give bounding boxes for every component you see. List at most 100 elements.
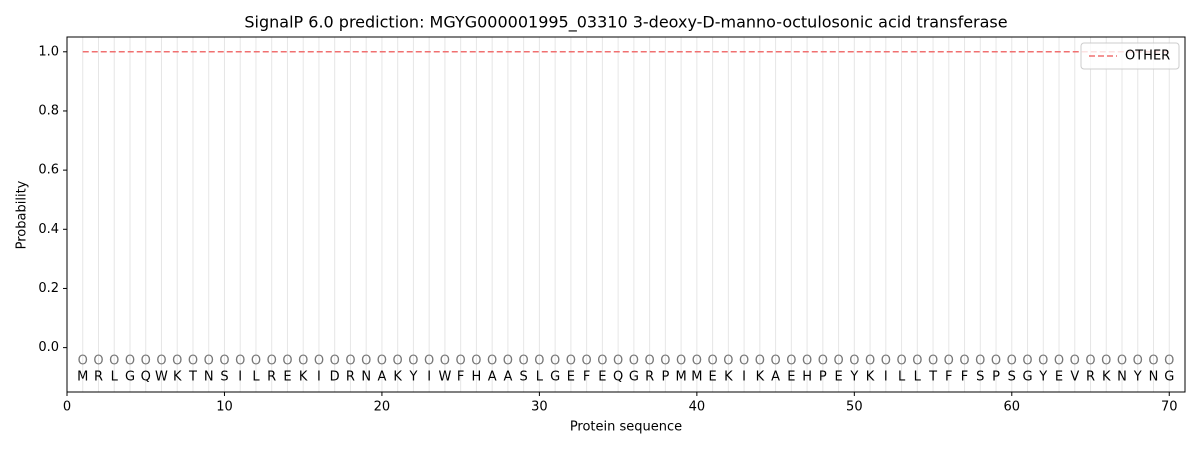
residue-label-o: O bbox=[440, 354, 450, 369]
residue-letter: R bbox=[1086, 370, 1095, 385]
residue-letter: Y bbox=[1038, 370, 1047, 385]
residue-letter: E bbox=[598, 370, 606, 385]
residue-label-o: O bbox=[156, 354, 166, 369]
residue-letter: K bbox=[1102, 370, 1111, 385]
residue-label-o: O bbox=[125, 354, 135, 369]
residue-letter: G bbox=[125, 370, 135, 385]
residue-letter: A bbox=[503, 370, 512, 385]
residue-letter: K bbox=[393, 370, 402, 385]
residue-label-o: O bbox=[109, 354, 119, 369]
y-tick-label: 1.0 bbox=[38, 44, 59, 59]
residue-label-o: O bbox=[755, 354, 765, 369]
residue-label-o: O bbox=[78, 354, 88, 369]
residue-letter: N bbox=[204, 370, 214, 385]
residue-label-o: O bbox=[629, 354, 639, 369]
residue-letter: K bbox=[724, 370, 733, 385]
residue-letter: S bbox=[976, 370, 984, 385]
x-tick-label: 20 bbox=[374, 400, 391, 415]
residue-label-o: O bbox=[912, 354, 922, 369]
residue-label-o: O bbox=[896, 354, 906, 369]
residue-letter: F bbox=[583, 370, 590, 385]
residue-label-o: O bbox=[739, 354, 749, 369]
residue-label-o: O bbox=[613, 354, 623, 369]
residue-letter: G bbox=[629, 370, 639, 385]
residue-label-o: O bbox=[393, 354, 403, 369]
residue-letter: L bbox=[898, 370, 906, 385]
residue-letter: E bbox=[283, 370, 291, 385]
residue-letter: G bbox=[1164, 370, 1174, 385]
residue-label-o: O bbox=[298, 354, 308, 369]
residue-label-o: O bbox=[314, 354, 324, 369]
residue-letter: E bbox=[1055, 370, 1063, 385]
residue-letter: F bbox=[457, 370, 464, 385]
residue-letter: I bbox=[742, 370, 746, 385]
residue-letter: R bbox=[94, 370, 103, 385]
residue-letter: S bbox=[1008, 370, 1016, 385]
residue-letter: A bbox=[488, 370, 497, 385]
residue-label-o: O bbox=[204, 354, 214, 369]
residue-label-o: O bbox=[802, 354, 812, 369]
residue-label-o: O bbox=[1085, 354, 1095, 369]
legend-label: OTHER bbox=[1125, 49, 1170, 64]
residue-letter: H bbox=[472, 370, 482, 385]
residue-letter: S bbox=[520, 370, 528, 385]
residue-label-o: O bbox=[818, 354, 828, 369]
y-tick-label: 0.2 bbox=[38, 281, 59, 296]
residue-letter: G bbox=[1022, 370, 1032, 385]
residue-label-o: O bbox=[1070, 354, 1080, 369]
residue-letter: L bbox=[252, 370, 260, 385]
residue-letter: P bbox=[992, 370, 1000, 385]
residue-letter: G bbox=[550, 370, 560, 385]
residue-letter: T bbox=[188, 370, 197, 385]
residue-letter: K bbox=[299, 370, 308, 385]
residue-label-o: O bbox=[786, 354, 796, 369]
residue-letter: F bbox=[945, 370, 952, 385]
x-axis-label: Protein sequence bbox=[570, 420, 682, 435]
residue-letter: R bbox=[267, 370, 276, 385]
residue-label-o: O bbox=[975, 354, 985, 369]
residue-letter: M bbox=[77, 370, 88, 385]
residue-label-o: O bbox=[928, 354, 938, 369]
residue-letter: Y bbox=[1133, 370, 1142, 385]
residue-label-o: O bbox=[361, 354, 371, 369]
residue-letter: I bbox=[238, 370, 242, 385]
residue-letter: R bbox=[346, 370, 355, 385]
residue-letter: F bbox=[961, 370, 968, 385]
residue-label-o: O bbox=[1164, 354, 1174, 369]
residue-label-o: O bbox=[456, 354, 466, 369]
residue-label-o: O bbox=[267, 354, 277, 369]
residue-letter: S bbox=[220, 370, 228, 385]
residue-label-o: O bbox=[330, 354, 340, 369]
y-tick-label: 0.6 bbox=[38, 163, 59, 178]
residue-letter: L bbox=[914, 370, 922, 385]
residue-letter: L bbox=[536, 370, 544, 385]
residue-letter: I bbox=[317, 370, 321, 385]
residue-label-o: O bbox=[1148, 354, 1158, 369]
residue-label-o: O bbox=[692, 354, 702, 369]
residue-label-o: O bbox=[645, 354, 655, 369]
y-axis-label: Probability bbox=[15, 180, 30, 249]
residue-letter: K bbox=[173, 370, 182, 385]
residue-letter: T bbox=[928, 370, 937, 385]
residue-label-o: O bbox=[1133, 354, 1143, 369]
residue-label-o: O bbox=[959, 354, 969, 369]
residue-letter: I bbox=[427, 370, 431, 385]
residue-letter: Q bbox=[141, 370, 151, 385]
residue-label-o: O bbox=[1038, 354, 1048, 369]
residue-label-o: O bbox=[676, 354, 686, 369]
x-tick-label: 60 bbox=[1004, 400, 1021, 415]
residue-letter: P bbox=[819, 370, 827, 385]
residue-label-o: O bbox=[1022, 354, 1032, 369]
residue-label-o: O bbox=[566, 354, 576, 369]
residue-label-o: O bbox=[188, 354, 198, 369]
residue-letter: M bbox=[691, 370, 702, 385]
residue-letter: V bbox=[1070, 370, 1079, 385]
residue-letter: A bbox=[377, 370, 386, 385]
residue-label-o: O bbox=[770, 354, 780, 369]
residue-label-o: O bbox=[1054, 354, 1064, 369]
residue-label-o: O bbox=[550, 354, 560, 369]
residue-label-o: O bbox=[503, 354, 513, 369]
residue-letter: K bbox=[756, 370, 765, 385]
residue-label-o: O bbox=[881, 354, 891, 369]
